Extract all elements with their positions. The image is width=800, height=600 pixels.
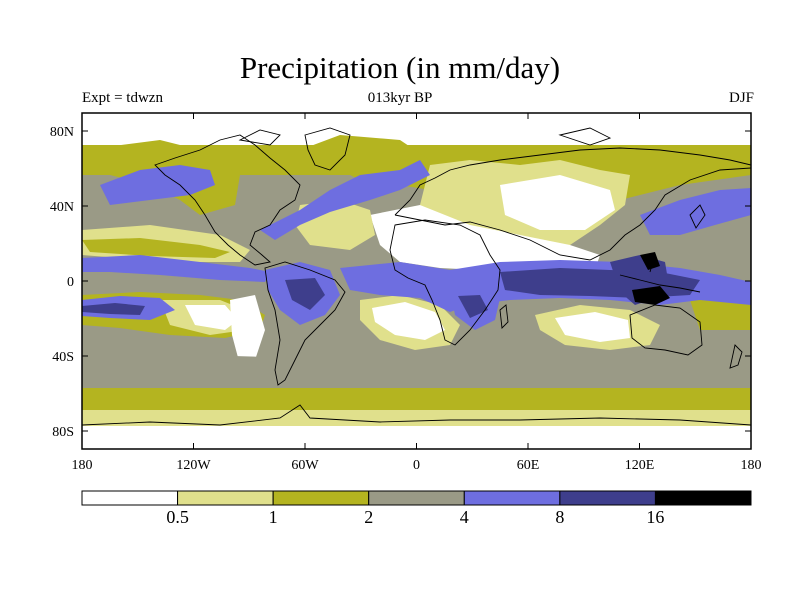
lon-tick-label: 120E (625, 458, 655, 473)
precipitation-field (82, 113, 751, 449)
lon-tick-label: 0 (413, 458, 420, 473)
colorbar-label: 4 (460, 507, 469, 527)
lat-tick-label: 0 (67, 275, 74, 290)
season-label: DJF (728, 90, 754, 106)
colorbar-label: 8 (555, 507, 564, 527)
lon-tick-label: 60W (291, 458, 319, 473)
colorbar-swatch (559, 490, 656, 506)
colorbar-swatch (81, 490, 179, 506)
coastlines (82, 127, 751, 426)
colorbar-label: 1 (269, 507, 278, 527)
map-ticks: 180 120W 60W 0 60E 120E 180 80N 40N 0 40S 80S (50, 113, 762, 473)
colorbar-swatch (463, 490, 561, 506)
colorbar-swatch (272, 490, 370, 506)
colorbar-swatch (654, 490, 752, 506)
map-title: Precipitation (in mm/day) (239, 50, 561, 85)
colorbar-label: 16 (646, 507, 664, 527)
lon-tick-label: 120W (176, 458, 211, 473)
colorbar-label: 0.5 (166, 507, 189, 527)
lon-tick-label: 180 (72, 458, 93, 473)
lat-tick-label: 40N (50, 200, 74, 215)
colorbar: 0.5 1 2 4 8 16 (81, 490, 752, 527)
lat-tick-label: 40S (52, 350, 74, 365)
period-label: 013kyr BP (367, 90, 433, 106)
colorbar-swatch (368, 490, 465, 506)
lat-tick-label: 80N (50, 125, 74, 140)
lon-tick-label: 60E (517, 458, 540, 473)
lat-tick-label: 80S (52, 425, 74, 440)
colorbar-label: 2 (364, 507, 373, 527)
experiment-label: Expt = tdwzn (82, 90, 163, 106)
colorbar-swatch (177, 490, 274, 506)
lon-tick-label: 180 (741, 458, 762, 473)
